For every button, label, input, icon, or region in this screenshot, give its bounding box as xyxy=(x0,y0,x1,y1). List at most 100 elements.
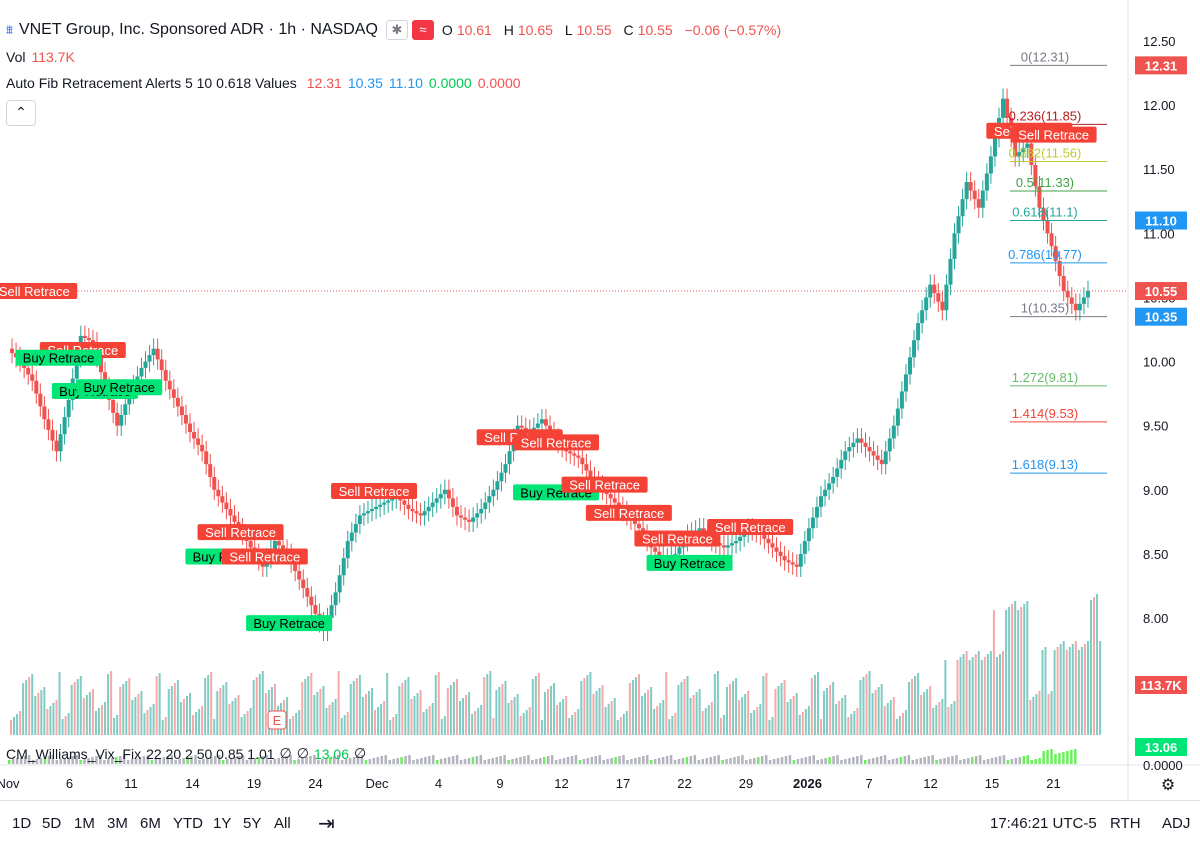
volume-bar xyxy=(980,660,983,735)
range-1d-button[interactable]: 1D xyxy=(12,815,32,832)
price-tag-label: 10.35 xyxy=(1145,310,1178,325)
session-button[interactable]: RTH xyxy=(1110,815,1141,832)
volume-bar xyxy=(874,690,877,735)
candle-body xyxy=(952,233,957,259)
range-3m-button[interactable]: 3M xyxy=(107,815,128,832)
sell-retrace-marker xyxy=(707,518,794,535)
vix-bar xyxy=(539,758,542,764)
volume-bar xyxy=(556,705,559,735)
candle-body xyxy=(778,551,783,557)
range-ytd-button[interactable]: YTD xyxy=(173,815,203,832)
candle-body xyxy=(790,562,795,565)
volume-legend[interactable]: Vol 113.7K xyxy=(6,49,75,65)
vix-bar xyxy=(836,755,839,764)
volume-bar xyxy=(965,651,968,735)
candle-body xyxy=(200,444,205,452)
adjustment-button[interactable]: ADJ xyxy=(1162,815,1191,832)
volume-bar xyxy=(1065,650,1068,735)
vix-bar xyxy=(19,757,23,764)
asterisk-icon[interactable]: ✱ xyxy=(385,20,408,40)
vix-bar xyxy=(935,760,938,764)
vix-bar xyxy=(828,757,831,764)
volume-bar xyxy=(929,686,932,735)
volume-bar xyxy=(522,713,525,735)
vix-bar xyxy=(899,757,903,764)
volume-bar xyxy=(719,718,722,735)
sell-retrace-label: Sell Retrace xyxy=(593,506,664,521)
volume-bar xyxy=(619,717,622,735)
volume-bar xyxy=(119,687,122,735)
volume-bar xyxy=(932,708,935,735)
candle-body xyxy=(1081,297,1086,304)
candle-body xyxy=(827,483,832,490)
price-tag xyxy=(1135,56,1187,75)
vix-bar xyxy=(844,759,847,764)
candle-body xyxy=(224,502,229,510)
volume-bar xyxy=(489,671,492,735)
volume-bar xyxy=(22,683,25,735)
collapse-legend-button[interactable]: ⌃ xyxy=(6,100,36,126)
sell-retrace-marker xyxy=(1010,126,1097,143)
fib-indicator-legend[interactable]: Auto Fib Retracement Alerts 5 10 0.618 V… xyxy=(6,75,521,91)
vix-bar xyxy=(879,756,883,764)
vix-bar xyxy=(978,755,982,764)
range-all-button[interactable]: All xyxy=(274,815,291,832)
vix-bar xyxy=(420,758,423,764)
range-1m-button[interactable]: 1M xyxy=(74,815,95,832)
vix-bar xyxy=(713,756,716,764)
symbol-title[interactable]: VNET Group, Inc. Sponsored ADR · 1h · NA… xyxy=(18,21,378,38)
vix-bar xyxy=(138,757,142,764)
vix-bar xyxy=(27,755,31,764)
volume-bar xyxy=(234,698,237,735)
vix-bar xyxy=(994,757,998,764)
vix-bar xyxy=(233,757,237,764)
vix-bar xyxy=(915,759,919,764)
candle-body xyxy=(281,545,286,550)
volume-bar xyxy=(204,678,207,735)
range-6m-button[interactable]: 6M xyxy=(140,815,161,832)
volume-bar xyxy=(974,654,977,735)
candle-body xyxy=(721,545,726,548)
volume-bar xyxy=(498,687,501,735)
vix-bar xyxy=(210,757,213,764)
sell-retrace-label: Sell Retrace xyxy=(229,549,300,564)
range-5y-button[interactable]: 5Y xyxy=(243,815,262,832)
settings-gear-icon[interactable]: ⚙ xyxy=(1160,777,1176,794)
vix-bar xyxy=(479,755,483,764)
volume-bar xyxy=(140,691,143,735)
volume-bar xyxy=(865,674,868,735)
vix-bar xyxy=(289,755,292,764)
clock-time[interactable]: 17:46:21 UTC-5 xyxy=(990,815,1097,832)
volume-bar xyxy=(762,676,765,735)
volume-bar xyxy=(228,704,231,735)
x-tick-label: 4 xyxy=(435,776,442,791)
volume-bar xyxy=(989,651,992,735)
volume-bar xyxy=(565,696,568,735)
vix-bar xyxy=(1030,760,1033,764)
vix-bar xyxy=(606,759,609,764)
volume-bar xyxy=(404,680,407,735)
vix-bar xyxy=(63,758,66,764)
volume-bar xyxy=(192,715,195,735)
vix-bar xyxy=(610,758,613,764)
date-range-icon[interactable]: ⇥ xyxy=(318,813,335,835)
symbol-header[interactable]: ⩩ VNET Group, Inc. Sponsored ADR · 1h · … xyxy=(6,20,785,40)
candle-body xyxy=(863,442,868,448)
candle-body xyxy=(588,470,593,477)
range-1y-button[interactable]: 1Y xyxy=(213,815,232,832)
volume-bar xyxy=(765,673,768,735)
vix-bar xyxy=(951,756,954,764)
range-5d-button[interactable]: 5D xyxy=(42,815,62,832)
candle-body xyxy=(463,517,468,520)
vix-bar xyxy=(214,756,217,764)
candle-body xyxy=(475,513,480,518)
candle-body xyxy=(1085,291,1090,298)
wave-icon[interactable]: ≈ xyxy=(411,20,434,40)
volume-bar xyxy=(1023,604,1026,735)
vix-bar xyxy=(638,757,641,764)
candle-body xyxy=(414,511,419,514)
volume-bar xyxy=(553,683,556,735)
candle-body xyxy=(192,432,197,439)
vix-legend[interactable]: CM_Williams_Vix_Fix 22 20 2 50 0.85 1.01… xyxy=(6,745,367,762)
